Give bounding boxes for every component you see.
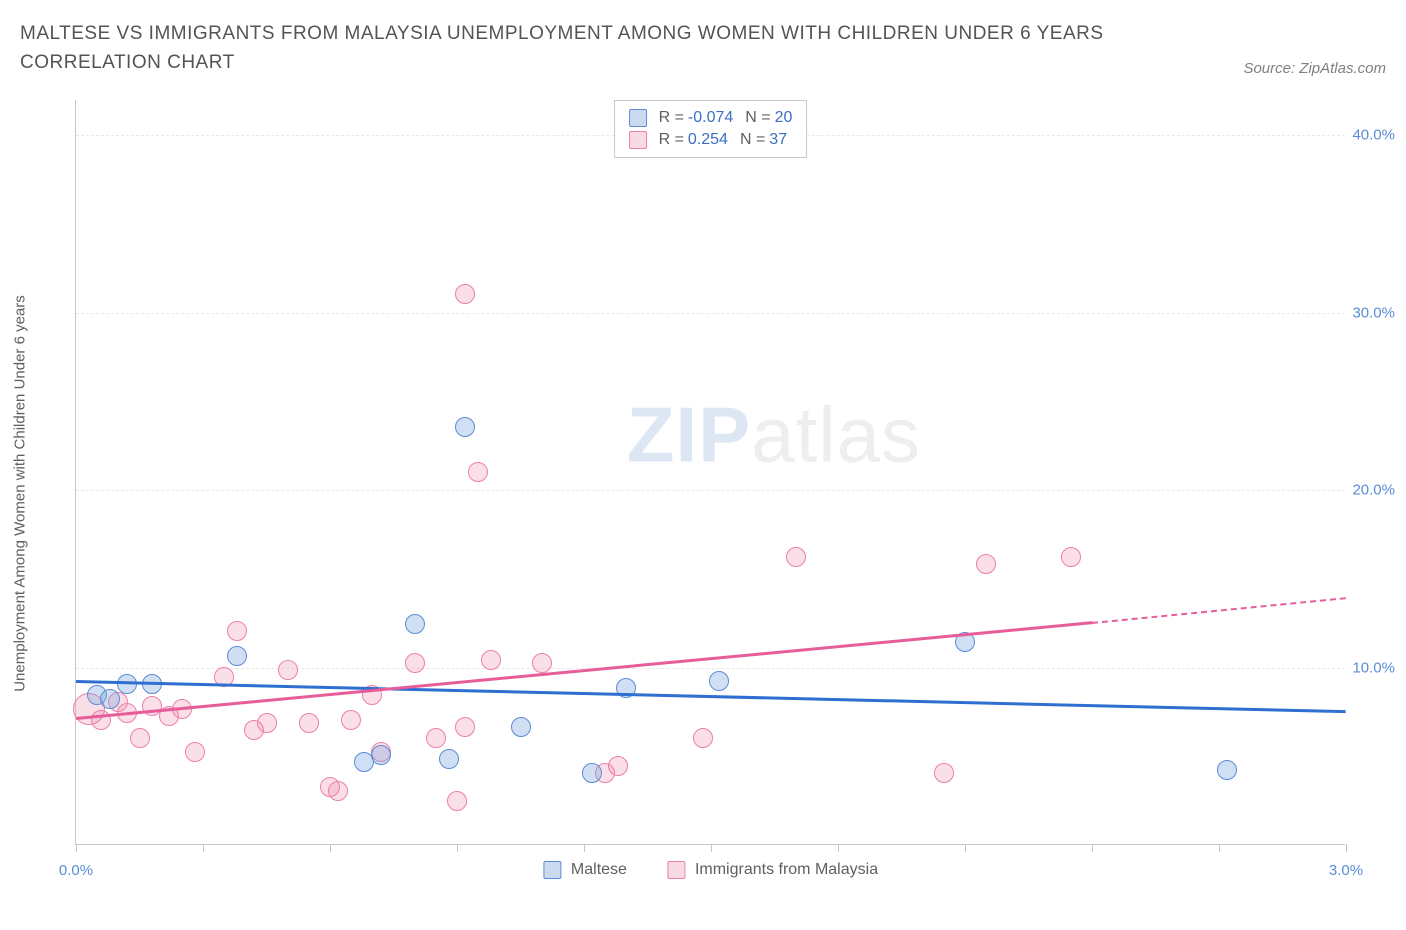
scatter-point — [328, 781, 348, 801]
x-tick — [1346, 844, 1347, 852]
scatter-point — [608, 756, 628, 776]
x-tick — [584, 844, 585, 852]
scatter-point — [511, 717, 531, 737]
scatter-point — [1217, 760, 1237, 780]
plot-area: ZIPatlas R =-0.074 N =20 R =0.254 N =37 … — [75, 100, 1345, 845]
y-tick-label: 10.0% — [1352, 659, 1395, 676]
scatter-point — [786, 547, 806, 567]
scatter-point — [426, 728, 446, 748]
legend-stats-row: R =0.254 N =37 — [629, 129, 793, 151]
legend-item-maltese: Maltese — [543, 861, 627, 879]
scatter-point — [405, 614, 425, 634]
scatter-point — [709, 671, 729, 691]
scatter-point — [405, 653, 425, 673]
scatter-point — [693, 728, 713, 748]
scatter-point — [532, 653, 552, 673]
scatter-point — [185, 742, 205, 762]
x-tick — [203, 844, 204, 852]
watermark: ZIPatlas — [627, 389, 921, 480]
x-tick — [965, 844, 966, 852]
scatter-point — [91, 710, 111, 730]
legend-swatch-maltese — [629, 109, 647, 127]
legend-label: Immigrants from Malaysia — [695, 861, 878, 879]
scatter-point — [371, 745, 391, 765]
scatter-point — [1061, 547, 1081, 567]
x-tick — [711, 844, 712, 852]
scatter-point — [299, 713, 319, 733]
scatter-point — [468, 462, 488, 482]
legend-r-label: R =-0.074 — [659, 109, 734, 127]
scatter-point — [257, 713, 277, 733]
scatter-point — [130, 728, 150, 748]
y-tick-label: 30.0% — [1352, 304, 1395, 321]
legend-item-malaysia: Immigrants from Malaysia — [667, 861, 878, 879]
x-tick — [1092, 844, 1093, 852]
gridline — [76, 313, 1345, 314]
legend-label: Maltese — [571, 861, 627, 879]
scatter-point — [227, 646, 247, 666]
scatter-point — [481, 650, 501, 670]
scatter-point — [934, 763, 954, 783]
legend-stats-row: R =-0.074 N =20 — [629, 107, 793, 129]
source-label: Source: ZipAtlas.com — [1243, 60, 1386, 77]
legend-swatch-icon — [667, 861, 685, 879]
scatter-point — [439, 749, 459, 769]
watermark-zip: ZIP — [627, 390, 751, 478]
legend-n-label: N =20 — [745, 109, 792, 127]
scatter-point — [455, 717, 475, 737]
x-tick-label: 3.0% — [1329, 862, 1363, 879]
scatter-point — [100, 689, 120, 709]
watermark-atlas: atlas — [751, 390, 921, 478]
gridline — [76, 490, 1345, 491]
scatter-point — [976, 554, 996, 574]
y-tick-label: 40.0% — [1352, 127, 1395, 144]
y-tick-label: 20.0% — [1352, 482, 1395, 499]
x-tick — [330, 844, 331, 852]
x-tick — [76, 844, 77, 852]
x-tick — [838, 844, 839, 852]
chart-title: MALTESE VS IMMIGRANTS FROM MALAYSIA UNEM… — [20, 20, 1120, 77]
scatter-point — [341, 710, 361, 730]
scatter-point — [447, 791, 467, 811]
legend-swatch-malaysia — [629, 131, 647, 149]
legend-n-label: N =37 — [740, 131, 787, 149]
chart-header: MALTESE VS IMMIGRANTS FROM MALAYSIA UNEM… — [0, 0, 1406, 87]
scatter-point — [117, 674, 137, 694]
legend-stats-box: R =-0.074 N =20 R =0.254 N =37 — [614, 100, 808, 158]
chart-container: Unemployment Among Women with Children U… — [55, 100, 1385, 870]
x-tick — [457, 844, 458, 852]
scatter-point — [455, 417, 475, 437]
scatter-point — [455, 284, 475, 304]
y-axis-label: Unemployment Among Women with Children U… — [12, 295, 29, 692]
scatter-point — [582, 763, 602, 783]
legend-series: Maltese Immigrants from Malaysia — [543, 861, 878, 879]
legend-swatch-icon — [543, 861, 561, 879]
legend-r-label: R =0.254 — [659, 131, 728, 149]
x-tick-label: 0.0% — [59, 862, 93, 879]
x-tick — [1219, 844, 1220, 852]
regression-line — [1092, 597, 1346, 624]
scatter-point — [278, 660, 298, 680]
gridline — [76, 668, 1345, 669]
scatter-point — [227, 621, 247, 641]
